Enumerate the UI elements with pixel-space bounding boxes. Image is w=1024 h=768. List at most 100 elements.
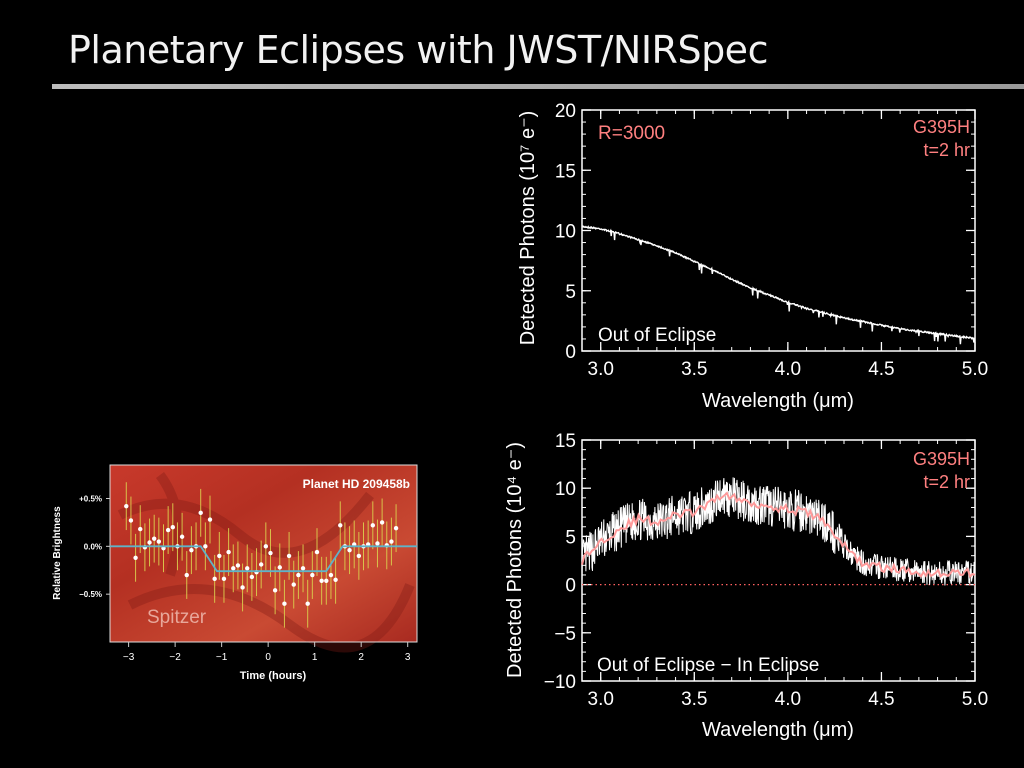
data-point (314, 549, 320, 555)
data-point (207, 517, 213, 522)
spectrum-line (581, 477, 976, 586)
plot-area: 3.0 3.5 4.0 4.5 5.0 0 5 10 15 20 (555, 101, 988, 380)
x-axis-label: Wavelength (μm) (702, 390, 854, 412)
spectrum-chart-out-of-eclipse: 3.0 3.5 4.0 4.5 5.0 0 5 10 15 20 R=3000 G395H t=2… (517, 101, 988, 412)
y-tick-label: 0.0% (84, 542, 102, 551)
y-axis-label: Relative Brightness (52, 506, 63, 600)
data-point (231, 566, 236, 571)
binned-spectrum-line (581, 491, 976, 579)
data-point (393, 525, 399, 531)
spectrum-line (581, 225, 976, 345)
data-point (179, 534, 185, 539)
x-axis-label: Time (hours) (240, 670, 307, 682)
plot-background (110, 465, 417, 642)
data-point (324, 578, 329, 583)
background-texture (117, 472, 415, 653)
data-point (124, 503, 129, 509)
x-tick-label: 4.5 (868, 359, 894, 380)
x-tick-label: −2 (169, 652, 181, 663)
x-tick-label: −1 (216, 652, 228, 663)
x-tick-label: 4.5 (868, 689, 894, 710)
title-divider (52, 84, 1024, 89)
data-point (235, 563, 241, 568)
data-point (305, 601, 310, 606)
y-tick-label: 20 (555, 101, 576, 122)
data-point (184, 572, 189, 578)
annotation-resolution: R=3000 (598, 123, 665, 144)
x-tick-label: 5.0 (962, 689, 988, 710)
slide-title: Planetary Eclipses with JWST/NIRSpec (68, 28, 768, 72)
data-point (356, 553, 362, 559)
y-tick-label: 10 (555, 479, 576, 500)
x-tick-label: 4.0 (775, 689, 801, 710)
x-tick-label: 3.0 (588, 359, 614, 380)
x-tick-label: 3.0 (588, 689, 614, 710)
plot-area: −3 −2 −1 0 1 2 3 +0.5% 0.0% −0.5% (79, 464, 418, 663)
data-point (189, 547, 194, 553)
data-point (128, 518, 134, 523)
y-tick-label: 5 (565, 282, 576, 303)
annotation-time: t=2 hr (923, 140, 970, 160)
chart-title: Planet HD 209458b (303, 477, 410, 491)
data-point (156, 539, 162, 544)
data-point (198, 510, 203, 516)
data-point (379, 520, 385, 525)
data-point (245, 566, 250, 571)
data-point (328, 572, 334, 578)
data-point (226, 549, 231, 555)
data-point (375, 541, 380, 546)
data-point (310, 572, 315, 578)
data-point (286, 553, 292, 559)
x-tick-label: −3 (123, 652, 135, 663)
y-tick-label: −5 (554, 624, 576, 645)
data-point (268, 550, 273, 556)
y-tick-label: 15 (555, 431, 576, 452)
data-point (296, 572, 301, 578)
y-tick-label: 5 (565, 527, 576, 548)
data-point (263, 544, 269, 549)
plot-frame (109, 464, 418, 643)
annotation-panel-label: Out of Eclipse − In Eclipse (597, 655, 819, 676)
data-point (151, 536, 157, 541)
transit-model-line (110, 545, 417, 573)
annotation-grating: G395H (913, 449, 970, 469)
x-tick-label: 5.0 (962, 359, 988, 380)
data-point (300, 566, 306, 571)
plot-frame (581, 439, 976, 682)
data-point (138, 526, 143, 532)
spitzer-lightcurve-chart: −3 −2 −1 0 1 2 3 +0.5% 0.0% −0.5% Planet HD 20945… (52, 464, 418, 682)
y-tick-label: −10 (544, 672, 576, 693)
x-tick-label: 2 (358, 652, 364, 663)
annotation-grating: G395H (913, 117, 970, 137)
x-tick-label: 3.5 (681, 359, 707, 380)
data-point (221, 576, 227, 582)
data-point (240, 585, 245, 590)
y-tick-label: 15 (555, 161, 576, 182)
data-point (282, 601, 287, 606)
y-axis-label: Detected Photons (10⁷ e⁻) (517, 111, 539, 346)
x-tick-label: 3.5 (681, 689, 707, 710)
data-point (338, 523, 343, 528)
y-tick-label: +0.5% (79, 494, 102, 503)
annotation-time: t=2 hr (923, 472, 970, 492)
x-tick-label: 0 (265, 652, 271, 663)
y-tick-label: 0 (565, 342, 576, 363)
data-point (277, 565, 282, 570)
data-point (165, 527, 171, 533)
x-tick-label: 1 (312, 652, 318, 663)
data-point (370, 523, 376, 528)
y-axis-label: Detected Photons (10⁴ e⁻) (504, 442, 526, 678)
data-point (272, 588, 278, 593)
data-point (133, 555, 138, 561)
x-tick-label: 3 (405, 652, 411, 663)
x-axis-label: Wavelength (μm) (702, 719, 854, 741)
data-point (389, 539, 394, 544)
data-point (333, 577, 338, 583)
y-tick-label: 0 (565, 576, 576, 597)
y-tick-label: −0.5% (79, 590, 102, 599)
data-point (170, 524, 175, 530)
data-point (212, 576, 217, 582)
data-point (258, 562, 264, 567)
watermark-label: Spitzer (147, 607, 207, 628)
